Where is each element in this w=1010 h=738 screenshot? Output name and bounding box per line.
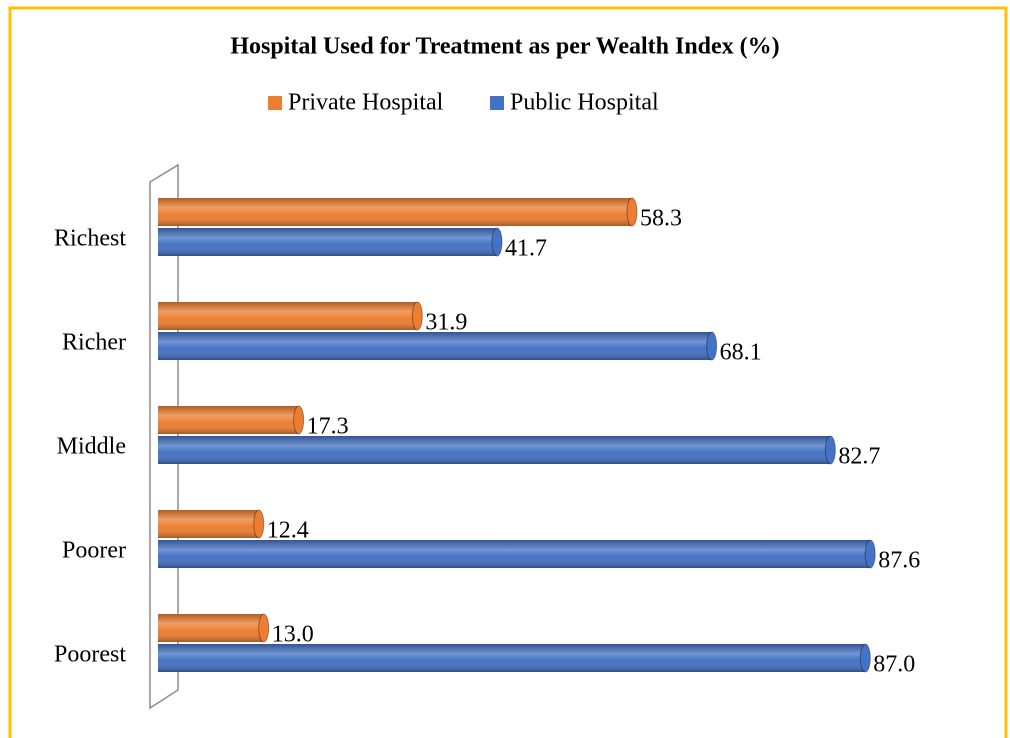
value-label: 41.7 <box>505 236 547 262</box>
legend-label: Public Hospital <box>510 90 659 116</box>
bar-cap <box>859 643 871 673</box>
bar-cap <box>491 227 503 257</box>
y-tick-label: Richest <box>54 226 126 252</box>
bar <box>158 509 265 539</box>
chart-title: Hospital Used for Treatment as per Wealt… <box>230 34 779 60</box>
bar-cap <box>824 435 836 465</box>
bar-shine <box>158 302 418 330</box>
legend-swatch <box>490 96 504 110</box>
y-tick-label: Middle <box>57 434 126 460</box>
bar <box>158 197 638 227</box>
value-label: 68.1 <box>720 340 762 366</box>
bar <box>158 301 423 331</box>
bar <box>158 227 503 257</box>
bar-shine <box>158 644 866 672</box>
bar-shine <box>158 436 831 464</box>
y-tick-label: Richer <box>62 330 126 356</box>
bar <box>158 539 876 569</box>
bar <box>158 613 270 643</box>
bar-shine <box>158 228 498 256</box>
value-label: 12.4 <box>267 518 309 544</box>
bar-cap <box>293 405 305 435</box>
bar-shine <box>158 540 871 568</box>
bar-cap <box>411 301 423 331</box>
value-label: 17.3 <box>307 414 349 440</box>
bar-shine <box>158 614 264 642</box>
bar-cap <box>626 197 638 227</box>
value-label: 13.0 <box>272 622 314 648</box>
bar <box>158 435 836 465</box>
bar-cap <box>706 331 718 361</box>
bar-shine <box>158 198 632 226</box>
legend-label: Private Hospital <box>288 90 444 116</box>
bar <box>158 405 305 435</box>
bar-shine <box>158 510 259 538</box>
frame <box>8 6 1008 738</box>
value-label: 87.0 <box>873 652 915 678</box>
y-tick-label: Poorest <box>54 642 126 668</box>
value-label: 87.6 <box>878 548 920 574</box>
value-label: 82.7 <box>838 444 880 470</box>
y-tick-label: Poorer <box>62 538 126 564</box>
value-label: 58.3 <box>640 206 682 232</box>
bar <box>158 643 871 673</box>
bar <box>158 331 718 361</box>
bar-shine <box>158 406 299 434</box>
bar-shine <box>158 332 712 360</box>
bar-cap <box>253 509 265 539</box>
bar-cap <box>864 539 876 569</box>
value-label: 31.9 <box>425 310 467 336</box>
legend-swatch <box>268 96 282 110</box>
bar-cap <box>258 613 270 643</box>
